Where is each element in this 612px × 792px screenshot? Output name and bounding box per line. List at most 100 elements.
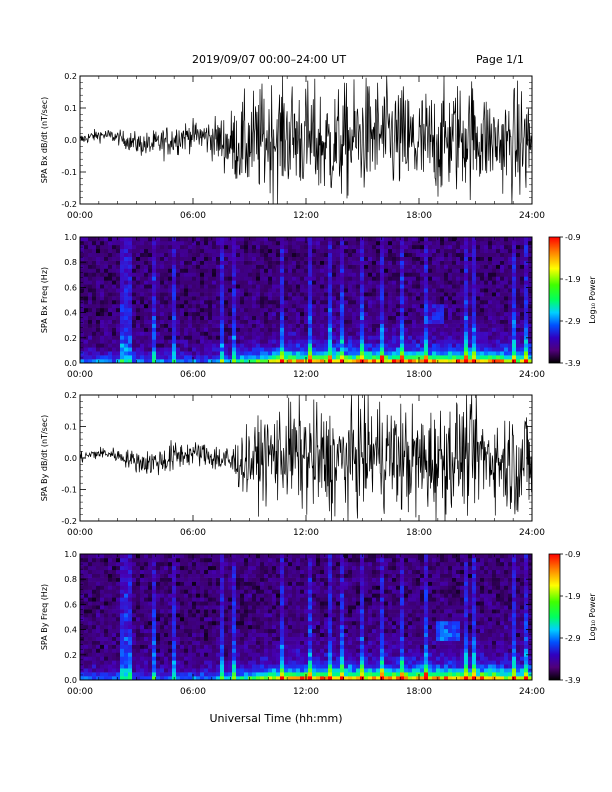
spectrogram-cell — [332, 315, 337, 320]
spectrogram-cell — [472, 248, 477, 254]
spectrogram-cell — [100, 676, 105, 681]
spectrogram-cell — [440, 260, 445, 265]
spectrogram-cell — [400, 260, 405, 265]
spectrogram-cell — [204, 323, 209, 328]
spectrogram-cell — [148, 311, 153, 317]
spectrogram-cell — [288, 331, 293, 336]
spectrogram-cell — [192, 307, 197, 313]
spectrogram-cell — [216, 315, 221, 320]
spectrogram-cell — [140, 240, 145, 246]
spectrogram-cell — [168, 624, 173, 630]
spectrogram-cell — [384, 260, 389, 265]
spectrogram-cell — [468, 296, 473, 301]
spectrogram-cell — [96, 347, 101, 352]
spectrogram-cell — [324, 292, 329, 297]
spectrogram-cell — [420, 343, 425, 348]
spectrogram-cell — [80, 359, 85, 364]
spectrogram-cell — [164, 597, 169, 602]
spectrogram-cell — [80, 339, 85, 344]
spectrogram-cell — [508, 272, 513, 277]
spectrogram-cell — [84, 244, 89, 250]
spectrogram-cell — [132, 244, 137, 250]
spectrogram-cell — [204, 343, 209, 348]
spectrogram-cell — [236, 260, 241, 265]
spectrogram-cell — [336, 319, 341, 324]
spectrogram-cell — [180, 248, 185, 254]
spectrogram-cell — [516, 311, 521, 317]
spectrogram-cell — [120, 292, 125, 297]
spectrogram-cell — [224, 339, 229, 344]
spectrogram-cell — [500, 319, 505, 324]
spectrogram-cell — [368, 296, 373, 301]
spectrogram-cell — [304, 331, 309, 336]
spectrogram-cell — [112, 307, 117, 313]
spectrogram-cell — [256, 351, 261, 356]
spectrogram-cell — [376, 280, 381, 285]
spectrogram-cell — [260, 284, 265, 289]
spectrogram-cell — [92, 569, 97, 574]
spectrogram-cell — [172, 323, 177, 328]
spectrogram-cell — [248, 347, 253, 352]
spectrogram-cell — [144, 628, 149, 634]
spectrogram-cell — [464, 315, 469, 320]
spectrogram-cell — [380, 240, 385, 246]
spectrogram-cell — [272, 315, 277, 320]
spectrogram-cell — [248, 244, 253, 250]
spectrogram-cell — [204, 237, 209, 242]
spectrogram-cell — [328, 331, 333, 336]
spectrogram-cell — [328, 252, 333, 257]
spectrogram-cell — [124, 288, 129, 293]
spectrogram-cell — [368, 351, 373, 356]
spectrogram-cell — [172, 617, 177, 622]
spectrogram-cell — [324, 264, 329, 269]
spectrogram-cell — [228, 280, 233, 285]
spectrogram-cell — [84, 605, 89, 610]
spectrogram-cell — [204, 561, 209, 567]
spectrogram-cell — [184, 648, 189, 653]
spectrogram-cell — [264, 319, 269, 324]
spectrogram-cell — [84, 664, 89, 669]
spectrogram-cell — [320, 288, 325, 293]
spectrogram-cell — [92, 327, 97, 332]
spectrogram-cell — [168, 672, 173, 677]
spectrogram-cell — [144, 648, 149, 653]
spectrogram-cell — [280, 351, 285, 356]
spectrogram-cell — [92, 237, 97, 242]
spectrogram-cell — [492, 331, 497, 336]
spectrogram-cell — [124, 668, 129, 673]
spectrogram-cell — [396, 351, 401, 356]
spectrogram-cell — [256, 355, 261, 360]
spectrogram-cell — [156, 311, 161, 317]
spectrogram-cell — [120, 268, 125, 273]
spectrogram-cell — [404, 280, 409, 285]
spectrogram-cell — [152, 609, 157, 614]
spectrogram-cell — [200, 589, 205, 594]
spectrogram-cell — [268, 284, 273, 289]
spectrogram-cell — [88, 640, 93, 645]
spectrogram-cell — [440, 252, 445, 257]
spectrogram-cell — [500, 311, 505, 317]
spectrogram-cell — [356, 327, 361, 332]
spectrogram-cell — [96, 644, 101, 649]
spectrogram-cell — [224, 335, 229, 340]
spectrogram-cell — [136, 554, 141, 559]
spectrogram-cell — [460, 339, 465, 344]
spectrogram-cell — [104, 292, 109, 297]
spectrogram-cell — [424, 264, 429, 269]
spectrogram-cell — [176, 648, 181, 653]
spectrogram-cell — [284, 307, 289, 313]
spectrogram-cell — [100, 617, 105, 622]
spectrogram-cell — [148, 620, 153, 626]
spectrogram-cell — [160, 613, 165, 618]
spectrogram-cell — [108, 569, 113, 574]
spectrogram-cell — [496, 252, 501, 257]
spectrogram-cell — [464, 272, 469, 277]
spectrogram-cell — [436, 260, 441, 265]
spectrogram-cell — [104, 311, 109, 317]
spectrogram-cell — [112, 339, 117, 344]
spectrogram-cell — [376, 264, 381, 269]
spectrogram-cell — [172, 355, 177, 360]
spectrogram-cell — [168, 620, 173, 626]
spectrogram-cell — [172, 252, 177, 257]
spectrogram-cell — [288, 248, 293, 254]
